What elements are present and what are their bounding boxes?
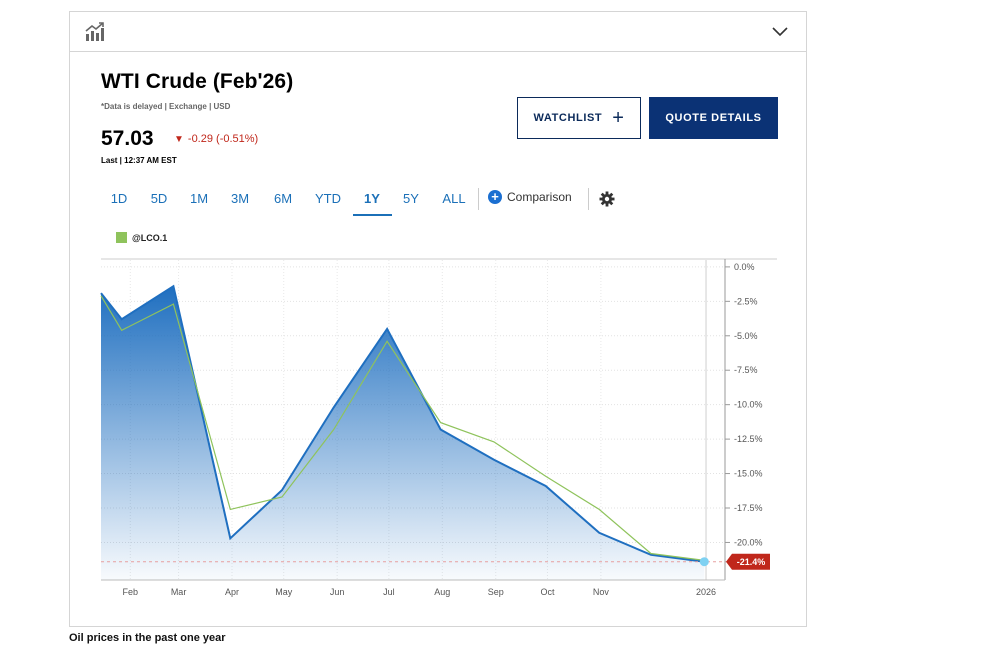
divider (588, 188, 589, 210)
price-chart[interactable]: 0.0% -2.5% -5.0% -7.5% -10.0% -12.5% -15.0% -17… (70, 12, 808, 612)
y-tick-label: 0.0% (734, 262, 755, 272)
price-change: ▼ -0.29 (-0.51%) (174, 133, 258, 145)
price-change-value: -0.29 (-0.51%) (187, 133, 259, 145)
plus-circle-icon: + (488, 190, 502, 204)
down-triangle-icon: ▼ (174, 134, 184, 145)
data-delay-note: *Data is delayed | Exchange | USD (101, 102, 231, 111)
last-value-badge (726, 553, 770, 570)
watchlist-button[interactable]: WATCHLIST + (517, 97, 641, 139)
last-value-dot (699, 557, 709, 567)
y-axis: 0.0% -2.5% -5.0% -7.5% -10.0% -12.5% -15.0% -17… (724, 259, 763, 580)
range-tab-1d[interactable]: 1D (110, 191, 128, 206)
range-tab-3m[interactable]: 3M (230, 191, 250, 206)
x-tick-label: Sep (488, 587, 504, 597)
range-tab-5d[interactable]: 5D (150, 191, 168, 206)
time-range-tabs: 1D 5D 1M 3M 6M YTD 1Y 5Y ALL + Compariso… (70, 186, 806, 216)
wti-line (100, 284, 705, 563)
wti-area (101, 286, 705, 580)
range-tab-1m[interactable]: 1M (189, 191, 209, 206)
x-tick-label: Aug (434, 587, 450, 597)
chart-card: WTI Crude (Febʹ26) *Data is delayed | Ex… (69, 11, 807, 627)
x-tick-label: Mar (171, 587, 187, 597)
divider (478, 188, 479, 210)
y-tick-label: -10.0% (734, 400, 763, 410)
watchlist-button-label: WATCHLIST (533, 112, 603, 124)
y-tick-label: -5.0% (734, 331, 758, 341)
quote-details-button-label: QUOTE DETAILS (665, 112, 762, 124)
y-tick-label: -20.0% (734, 537, 763, 547)
range-tab-ytd[interactable]: YTD (315, 191, 341, 206)
comparison-button[interactable]: + Comparison (488, 190, 572, 204)
chart-caption: Oil prices in the past one year (69, 632, 226, 644)
gear-icon[interactable] (599, 191, 615, 207)
x-tick-label: Jul (383, 587, 395, 597)
bar-chart-up-icon[interactable] (84, 21, 106, 43)
x-axis: Feb Mar Apr May Jun Jul Aug Sep Oct Nov 2026 (101, 579, 725, 597)
x-tick-label: 2026 (696, 587, 716, 597)
plus-icon: + (612, 107, 625, 129)
chevron-down-icon[interactable] (772, 25, 788, 37)
active-range-underline (353, 214, 392, 216)
last-price: 57.03 (101, 127, 154, 150)
chart-marks (100, 286, 731, 567)
range-tab-1y[interactable]: 1Y (364, 191, 380, 206)
y-tick-label: -2.5% (734, 296, 758, 306)
legend-swatch (116, 232, 127, 243)
last-update-time: Last | 12:37 AM EST (101, 156, 177, 165)
last-value-badge-group: -21.4% (726, 553, 770, 570)
x-tick-label: Jun (330, 587, 345, 597)
legend-label: @LCO.1 (132, 232, 168, 243)
y-tick-label: -7.5% (734, 365, 758, 375)
y-tick-label: -12.5% (734, 434, 763, 444)
range-tab-all[interactable]: ALL (442, 191, 466, 206)
instrument-title: WTI Crude (Febʹ26) (101, 70, 294, 93)
comparison-label: Comparison (507, 190, 572, 204)
y-tick-label: -17.5% (734, 503, 763, 513)
quote-details-button[interactable]: QUOTE DETAILS (649, 97, 778, 139)
last-value-label: -21.4% (737, 557, 766, 567)
x-tick-label: Apr (225, 587, 239, 597)
y-tick-label: -15.0% (734, 469, 763, 479)
x-tick-label: May (275, 587, 293, 597)
range-tab-5y[interactable]: 5Y (403, 191, 419, 206)
chart-legend: @LCO.1 (116, 232, 167, 243)
card-header (70, 12, 806, 52)
lco-line (100, 295, 705, 561)
x-tick-label: Nov (593, 587, 610, 597)
x-tick-label: Oct (540, 587, 555, 597)
x-tick-label: Feb (123, 587, 139, 597)
range-tab-6m[interactable]: 6M (273, 191, 293, 206)
